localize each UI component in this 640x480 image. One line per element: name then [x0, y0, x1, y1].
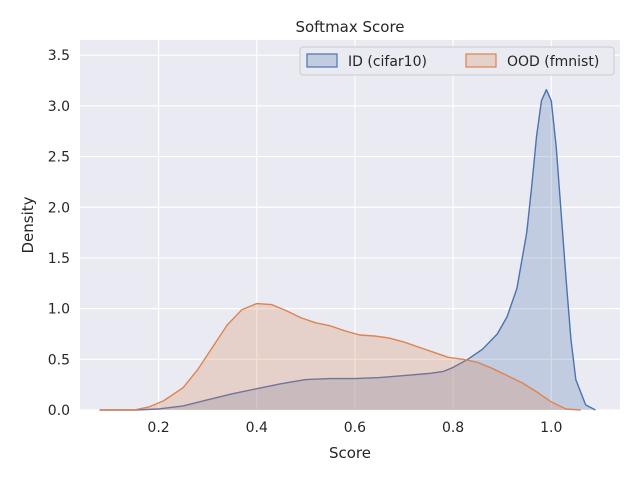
legend-label-ood: OOD (fmnist): [507, 54, 599, 70]
legend-label-id: ID (cifar10): [348, 54, 427, 70]
y-tick-label: 3.0: [48, 99, 70, 115]
x-tick-label: 0.4: [246, 420, 268, 436]
series-id-area: [99, 89, 596, 411]
legend-swatch-id: [306, 53, 338, 68]
chart-title: Softmax Score: [295, 18, 404, 36]
x-axis-label: Score: [329, 444, 371, 462]
y-axis-label: Density: [19, 196, 37, 253]
y-tick-label: 0.0: [48, 403, 70, 419]
y-tick-label: 0.5: [48, 352, 70, 368]
legend-box: [299, 46, 615, 76]
series-layer: [99, 88, 596, 411]
legend: ID (cifar10) OOD (fmnist): [299, 46, 615, 76]
legend-swatch-ood: [465, 53, 497, 68]
y-tick-label: 1.0: [48, 302, 70, 318]
y-tick-label: 3.5: [48, 48, 70, 64]
series-ood-area: [99, 303, 581, 410]
y-ticks: 0.0 0.5 1.0 1.5 2.0 2.5 3.0 3.5: [48, 48, 70, 419]
series-ood-line: [99, 302, 581, 411]
y-tick-label: 1.5: [48, 251, 70, 267]
y-tick-label: 2.0: [48, 200, 70, 216]
y-tick-label: 2.5: [48, 150, 70, 166]
x-tick-label: 1.0: [540, 420, 562, 436]
x-tick-label: 0.8: [442, 420, 464, 436]
x-tick-label: 0.6: [344, 420, 366, 436]
x-tick-label: 0.2: [147, 420, 169, 436]
x-ticks: 0.2 0.4 0.6 0.8 1.0: [147, 420, 562, 436]
series-id-line: [99, 88, 596, 411]
plot-background: [80, 40, 620, 410]
